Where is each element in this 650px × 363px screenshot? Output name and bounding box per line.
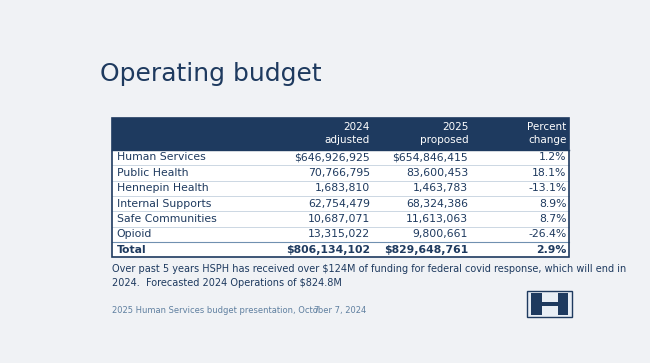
Text: Total: Total bbox=[116, 245, 146, 255]
Text: 2.9%: 2.9% bbox=[536, 245, 566, 255]
Text: Human Services: Human Services bbox=[116, 152, 205, 163]
Bar bbox=[112, 180, 569, 196]
Text: 1,683,810: 1,683,810 bbox=[315, 183, 370, 193]
Text: 2024
adjusted: 2024 adjusted bbox=[324, 122, 370, 145]
Text: 13,315,022: 13,315,022 bbox=[307, 229, 370, 239]
Text: $829,648,761: $829,648,761 bbox=[384, 245, 468, 255]
Text: -26.4%: -26.4% bbox=[528, 229, 566, 239]
Text: $806,134,102: $806,134,102 bbox=[286, 245, 370, 255]
Text: 11,613,063: 11,613,063 bbox=[406, 214, 468, 224]
Text: Operating budget: Operating budget bbox=[100, 62, 322, 86]
Text: 10,687,071: 10,687,071 bbox=[307, 214, 370, 224]
Bar bbox=[531, 302, 568, 306]
Text: 2025
proposed: 2025 proposed bbox=[419, 122, 468, 145]
Bar bbox=[112, 196, 569, 211]
Text: 2025 Human Services budget presentation, October 7, 2024: 2025 Human Services budget presentation,… bbox=[112, 306, 367, 315]
Bar bbox=[112, 165, 569, 180]
Text: Hennepin: Hennepin bbox=[538, 292, 562, 297]
Text: 1.2%: 1.2% bbox=[539, 152, 566, 163]
Text: Opioid: Opioid bbox=[116, 229, 152, 239]
Text: 9,800,661: 9,800,661 bbox=[413, 229, 468, 239]
Bar bbox=[558, 293, 568, 315]
Text: 70,766,795: 70,766,795 bbox=[307, 168, 370, 178]
Bar bbox=[112, 227, 569, 242]
Text: Safe Communities: Safe Communities bbox=[116, 214, 216, 224]
Text: 8.7%: 8.7% bbox=[539, 214, 566, 224]
Text: $654,846,415: $654,846,415 bbox=[393, 152, 468, 163]
Text: 8.9%: 8.9% bbox=[539, 199, 566, 209]
Bar bbox=[112, 242, 569, 257]
Text: Over past 5 years HSPH has received over $124M of funding for federal covid resp: Over past 5 years HSPH has received over… bbox=[112, 264, 627, 288]
Bar bbox=[112, 150, 569, 165]
Text: 68,324,386: 68,324,386 bbox=[406, 199, 468, 209]
Text: 83,600,453: 83,600,453 bbox=[406, 168, 468, 178]
Text: 1,463,783: 1,463,783 bbox=[413, 183, 468, 193]
Bar bbox=[531, 293, 541, 315]
Text: $646,926,925: $646,926,925 bbox=[294, 152, 370, 163]
Bar bbox=[527, 291, 573, 318]
Text: 7: 7 bbox=[313, 306, 318, 315]
Text: 18.1%: 18.1% bbox=[532, 168, 566, 178]
Text: 62,754,479: 62,754,479 bbox=[308, 199, 370, 209]
Text: Percent
change: Percent change bbox=[527, 122, 566, 145]
Bar bbox=[112, 211, 569, 227]
Text: Hennepin Health: Hennepin Health bbox=[116, 183, 208, 193]
Text: Public Health: Public Health bbox=[116, 168, 188, 178]
Text: Internal Supports: Internal Supports bbox=[116, 199, 211, 209]
Text: -13.1%: -13.1% bbox=[528, 183, 566, 193]
